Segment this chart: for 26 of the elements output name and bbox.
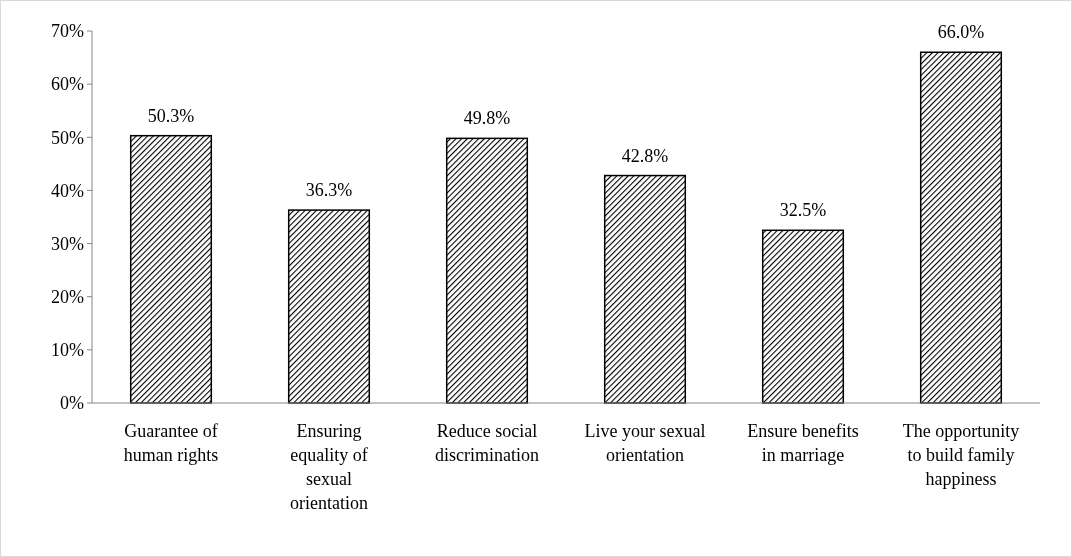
bar	[603, 174, 687, 404]
data-label: 32.5%	[779, 200, 827, 221]
bar	[129, 134, 213, 404]
y-tick-label: 70%	[51, 21, 84, 42]
bar	[445, 137, 529, 404]
x-tick-label: Reduce social discrimination	[435, 421, 539, 465]
x-tick-label: Ensuring equality of sexual orientation	[290, 421, 368, 513]
y-tick-label: 10%	[51, 340, 84, 361]
data-label: 49.8%	[463, 108, 511, 129]
y-tick-label: 30%	[51, 233, 84, 254]
x-tick-label: Ensure benefits in marriage	[747, 421, 859, 465]
y-tick-label: 60%	[51, 74, 84, 95]
y-tick-label: 0%	[60, 393, 84, 414]
bar	[919, 51, 1003, 404]
data-label: 50.3%	[147, 105, 195, 126]
data-label: 36.3%	[305, 180, 353, 201]
data-label: 66.0%	[937, 22, 985, 43]
y-tick-label: 50%	[51, 127, 84, 148]
y-tick-label: 40%	[51, 180, 84, 201]
x-tick-label: Live your sexual orientation	[584, 421, 706, 465]
x-tick-label: Guarantee of human rights	[123, 421, 219, 465]
data-label: 42.8%	[621, 145, 669, 166]
bar	[287, 209, 371, 404]
x-tick-label: The opportunity to build family happiness	[902, 421, 1020, 489]
bar	[761, 229, 845, 404]
y-tick-label: 20%	[51, 287, 84, 308]
